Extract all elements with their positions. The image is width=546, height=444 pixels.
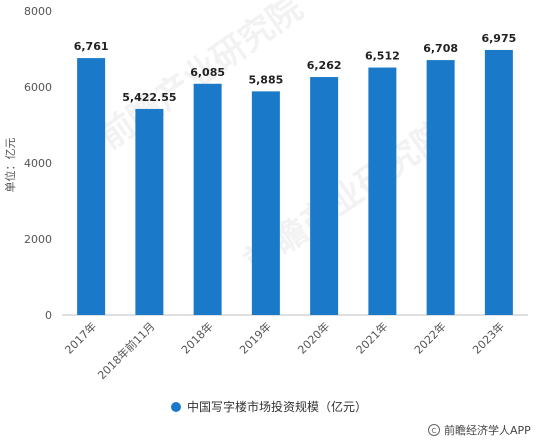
bar [135,108,164,315]
y-axis: 0 2000 4000 6000 8000 [24,5,52,322]
legend: 中国写字楼市场投资规模（亿元） [171,399,367,414]
legend-label: 中国写字楼市场投资规模（亿元） [187,399,367,414]
y-tick-label: 4000 [24,157,52,170]
bar [251,91,280,316]
data-label: 6,761 [74,40,109,53]
x-tick-label: 2022年 [411,319,448,356]
bar [310,77,339,315]
data-label: 6,512 [365,50,400,63]
bar [77,58,106,315]
bars [77,49,513,316]
data-label: 5,885 [248,73,283,86]
x-tick-label: 2023年 [470,319,507,356]
footer-text: 前瞻经济学人APP [444,423,531,437]
data-label: 6,262 [307,59,342,72]
y-tick-label: 8000 [24,5,52,18]
data-label: 6,085 [190,66,225,79]
data-label: 6,975 [481,32,516,45]
y-axis-label: 单位：亿元 [3,138,17,193]
legend-marker [171,402,181,412]
footer: C 前瞻经济学人APP [428,423,531,437]
x-tick-label: 2021年 [353,319,390,356]
x-tick-label: 2019年 [237,319,274,356]
y-tick-label: 2000 [24,233,52,246]
bar [484,49,513,315]
svg-text:C: C [432,427,437,435]
x-tick-label: 2018年前11月 [95,319,158,382]
y-tick-label: 6000 [24,81,52,94]
bar [368,67,397,315]
y-tick-label: 0 [45,309,52,322]
data-labels: 6,761 5,422.55 6,085 5,885 6,262 6,512 6,708 6,… [74,32,517,104]
x-tick-label: 2018年 [178,319,215,356]
x-tick-label: 2020年 [295,319,332,356]
data-label: 5,422.55 [122,91,176,104]
bar [193,83,222,316]
x-tick-label: 2017年 [62,319,99,356]
bar [426,60,455,315]
data-label: 6,708 [423,42,458,55]
copyright-icon: C [428,424,440,436]
